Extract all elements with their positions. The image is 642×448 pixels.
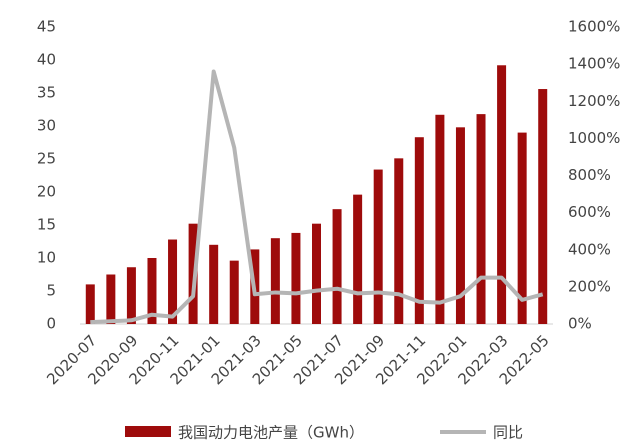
legend-label: 我国动力电池产量（GWh） <box>178 424 364 442</box>
bar <box>147 258 157 324</box>
legend-label: 同比 <box>493 424 523 442</box>
y2-tick-label: 1600% <box>568 18 620 36</box>
y-tick-label: 5 <box>46 282 56 300</box>
y2-tick-label: 0% <box>568 315 592 333</box>
y-tick-label: 35 <box>37 84 56 102</box>
bar <box>435 114 445 324</box>
y-tick-label: 25 <box>37 150 56 168</box>
y2-tick-label: 1400% <box>568 55 620 73</box>
y2-tick-label: 600% <box>568 203 611 221</box>
y-tick-label: 15 <box>37 216 56 234</box>
bar <box>270 238 280 324</box>
y-tick-label: 40 <box>37 51 56 69</box>
y2-tick-label: 1000% <box>568 129 620 147</box>
bar <box>394 158 404 324</box>
y2-tick-label: 400% <box>568 240 611 258</box>
bar <box>106 274 116 324</box>
y2-tick-label: 800% <box>568 166 611 184</box>
y-tick-label: 10 <box>37 249 56 267</box>
bar <box>517 132 527 324</box>
bar <box>229 260 239 324</box>
bar <box>291 232 301 324</box>
bar <box>497 65 507 324</box>
y-tick-label: 20 <box>37 183 56 201</box>
bar <box>538 89 548 324</box>
y2-tick-label: 200% <box>568 277 611 295</box>
bar <box>414 137 424 324</box>
bar <box>209 244 219 324</box>
y-tick-label: 45 <box>37 18 56 36</box>
bar <box>455 127 465 324</box>
bar <box>126 267 136 324</box>
bar <box>168 239 178 324</box>
bar <box>373 169 383 324</box>
bar <box>476 114 486 325</box>
bar <box>188 223 198 324</box>
y-tick-label: 30 <box>37 117 56 135</box>
bar <box>85 284 95 324</box>
legend-swatch <box>125 426 171 437</box>
y2-tick-label: 1200% <box>568 92 620 110</box>
line <box>90 69 544 325</box>
bar <box>312 223 321 324</box>
bar <box>332 209 342 324</box>
bar <box>353 194 363 324</box>
y-tick-label: 0 <box>46 315 56 333</box>
